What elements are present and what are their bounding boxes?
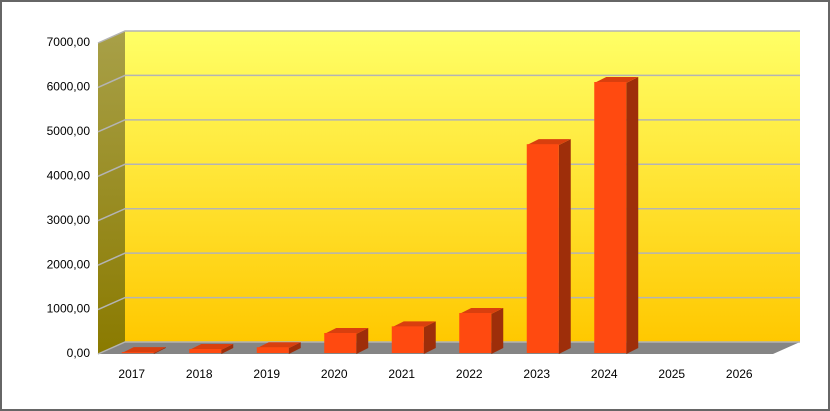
y-tick-label: 0,00 [67,346,91,360]
x-tick-label: 2022 [456,367,483,381]
y-tick-label: 5000,00 [47,124,91,138]
x-tick-label: 2020 [321,367,348,381]
grid-line [97,30,800,44]
bar-top [594,76,639,83]
bar-side [153,347,166,354]
bar-side [288,342,301,354]
grid-line [97,252,800,266]
bar [526,139,571,354]
y-tick-label: 1000,00 [47,302,91,316]
bar-side [221,344,234,354]
bar-side [491,308,504,354]
bar-front [391,326,424,353]
bar-top [391,321,436,328]
x-tick-label: 2017 [118,367,145,381]
bar-side [626,76,639,354]
bar-side [423,321,436,354]
bar-front [459,313,492,353]
y-tick-label: 2000,00 [47,257,91,271]
x-tick-label: 2025 [658,367,685,381]
bar-front [324,333,357,353]
grid-line [97,74,800,89]
bar [594,76,639,354]
grid-line [97,341,800,355]
grid-line [97,119,800,133]
bar-side [558,139,571,354]
x-tick-label: 2026 [726,367,753,381]
x-tick-label: 2018 [186,367,213,381]
bar-top [256,342,301,349]
bar-front [526,144,559,353]
bar-top [121,347,166,354]
x-tick-label: 2021 [388,367,415,381]
y-tick-label: 3000,00 [47,213,91,227]
bar-top [459,308,504,315]
bar-front [121,352,154,353]
bar [324,328,369,354]
x-tick-label: 2024 [591,367,618,381]
bar [121,347,166,354]
bar-top [324,328,369,335]
y-tick-label: 7000,00 [47,35,91,49]
bar [189,344,234,354]
x-tick-label: 2019 [253,367,280,381]
grid-line [97,163,800,177]
x-tick-label: 2023 [523,367,550,381]
bar-top [526,139,571,146]
bar [256,342,301,354]
bar-front [594,81,627,353]
bar [391,321,436,354]
bar-front [189,349,222,353]
bar [459,308,504,354]
back-wall [125,31,800,342]
bar-top [189,344,234,351]
side-wall [98,31,125,354]
grid-line [97,296,800,311]
y-tick-label: 6000,00 [47,80,91,94]
y-tick-label: 4000,00 [47,168,91,182]
bar-front [256,347,289,353]
grid-line [97,207,800,222]
bar-side [356,328,369,354]
